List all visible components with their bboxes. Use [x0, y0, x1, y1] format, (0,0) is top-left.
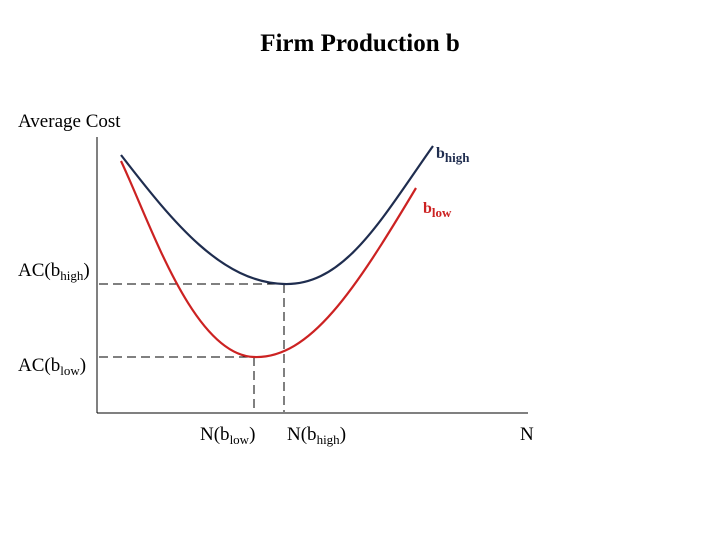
label-n-b-low: N(blow): [200, 424, 255, 447]
x-axis-label: N: [520, 424, 534, 445]
y-axis-label: Average Cost: [18, 111, 121, 132]
curve-b-high: [120, 145, 434, 286]
curve-b-low: [120, 160, 417, 359]
label-n-b-high: N(bhigh): [287, 424, 346, 447]
label-ac-b-high: AC(bhigh): [18, 260, 90, 283]
label-b-high: bhigh: [436, 145, 470, 165]
label-b-low: blow: [423, 200, 452, 220]
diagram-title: Firm Production b: [260, 30, 460, 57]
label-ac-b-low: AC(blow): [18, 355, 86, 378]
